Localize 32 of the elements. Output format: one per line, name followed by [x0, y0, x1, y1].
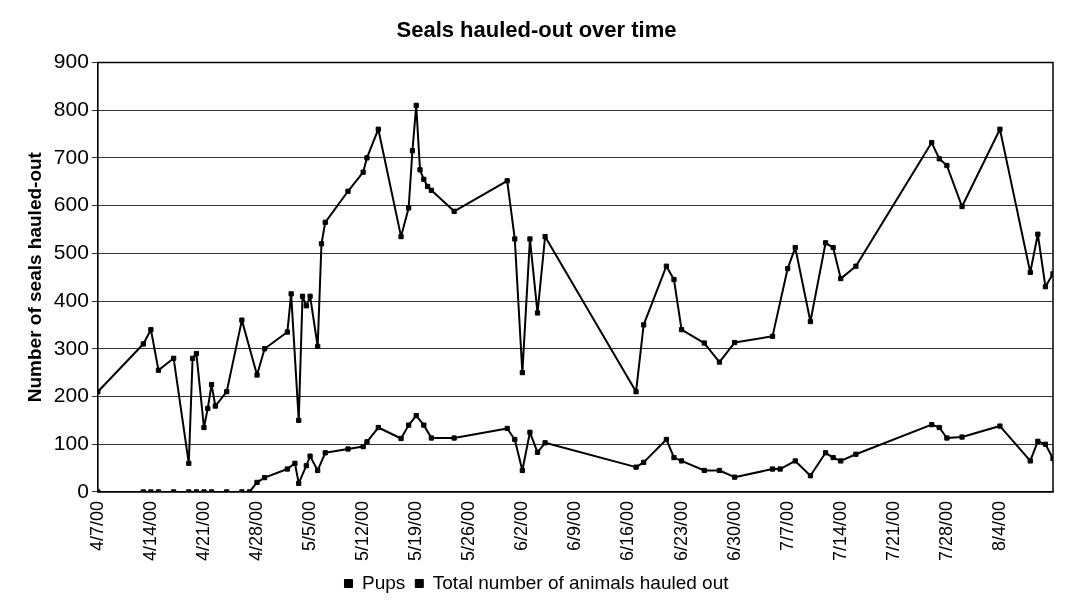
y-tick-label: 0	[77, 478, 89, 502]
y-tick-label: 900	[53, 49, 89, 73]
x-tick-label: 6/30/00	[723, 500, 744, 562]
y-tick-label: 300	[53, 335, 89, 359]
x-tick-label: 4/21/00	[192, 500, 213, 562]
x-tick-label: 7/7/00	[776, 500, 797, 551]
y-tick-label: 600	[53, 192, 89, 216]
x-tick-label: 4/14/00	[139, 500, 160, 562]
x-tick-label: 7/14/00	[829, 500, 850, 562]
y-axis-title: Number of seals hauled-out	[23, 151, 45, 403]
x-tick-label: 7/21/00	[882, 500, 903, 562]
x-tick-label: 6/23/00	[670, 500, 691, 562]
y-tick-label: 100	[53, 431, 89, 455]
x-tick-label: 8/4/00	[988, 500, 1009, 551]
x-tick-label: 6/9/00	[564, 500, 585, 551]
y-tick-label: 700	[53, 144, 89, 168]
x-tick-label: 5/26/00	[458, 500, 479, 562]
x-tick-label: 5/19/00	[405, 500, 426, 562]
y-tick-label: 400	[53, 287, 89, 311]
legend-label: Total number of animals hauled out	[432, 571, 730, 593]
y-tick-label: 800	[53, 96, 89, 120]
x-tick-label: 4/28/00	[246, 500, 266, 562]
x-tick-label: 4/7/00	[86, 500, 107, 551]
y-tick-label: 500	[53, 240, 89, 264]
y-tick-label: 200	[53, 383, 89, 407]
x-tick-label: 5/5/00	[299, 500, 320, 551]
chart-title: Seals hauled-out over time	[396, 17, 677, 43]
legend-label: Pups	[361, 571, 406, 593]
x-tick-label: 6/2/00	[511, 500, 532, 551]
x-tick-label: 5/12/00	[352, 500, 373, 562]
x-tick-label: 6/16/00	[617, 500, 638, 562]
x-tick-label: 7/28/00	[935, 500, 956, 562]
